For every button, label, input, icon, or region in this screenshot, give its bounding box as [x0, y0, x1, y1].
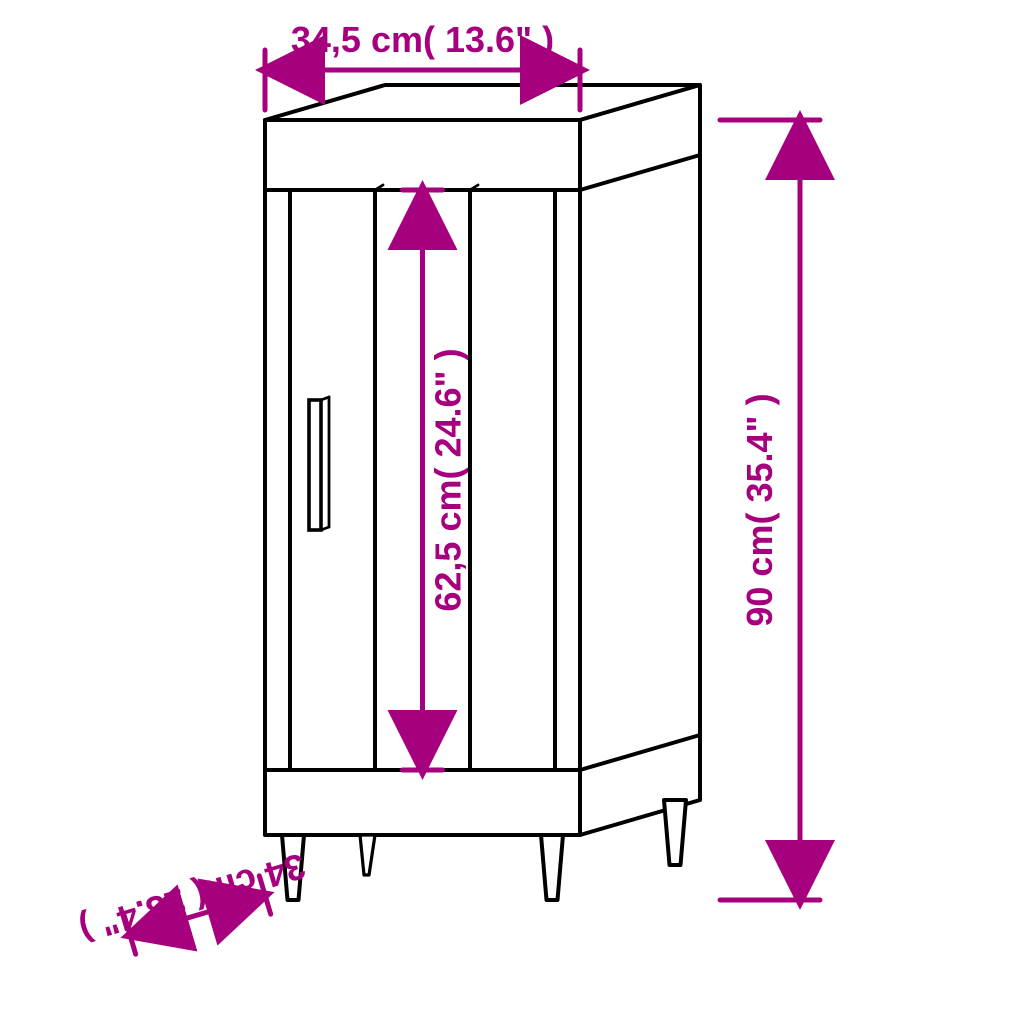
- dim-height-label: 90 cm( 35.4" ): [739, 393, 780, 626]
- door-handle: [309, 400, 321, 530]
- dim-width-label: 34,5 cm( 13.6" ): [291, 19, 554, 60]
- dim-depth-label: 34 cm( 13.4" ): [75, 845, 310, 951]
- cabinet-drawing: [265, 85, 700, 900]
- dim-door-label: 62,5 cm( 24.6" ): [428, 348, 469, 611]
